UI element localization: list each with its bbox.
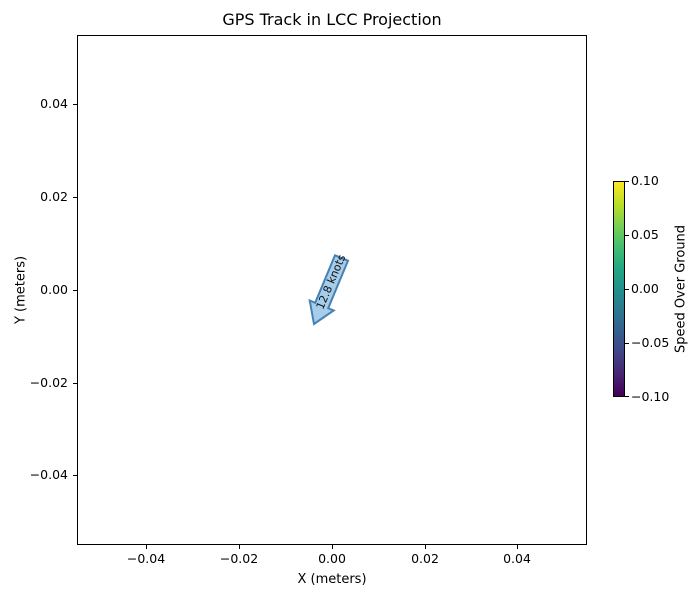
y-tick-label: −0.02 [29,375,68,390]
x-tick-mark [425,545,426,549]
x-tick-mark [146,545,147,549]
x-tick-label: −0.02 [219,551,259,566]
colorbar-tick-label: 0.10 [631,173,659,188]
y-tick-mark [73,475,77,476]
colorbar-tick-label: 0.05 [631,227,659,242]
y-tick-mark [73,104,77,105]
colorbar-tick-mark [625,396,629,397]
x-tick-mark [517,545,518,549]
colorbar-tick-label: −0.05 [631,335,670,350]
y-tick-mark [73,383,77,384]
x-tick-label: 0.00 [318,551,346,566]
y-tick-label: 0.04 [40,96,68,111]
colorbar-label: Speed Over Ground [673,224,689,354]
y-axis-label: Y (meters) [13,255,29,325]
colorbar-tick-mark [625,289,629,290]
chart-title: GPS Track in LCC Projection [222,10,442,29]
y-tick-label: −0.04 [29,467,68,482]
x-axis-label: X (meters) [297,572,367,587]
colorbar-tick-mark [625,235,629,236]
y-tick-label: 0.00 [40,282,68,297]
y-tick-mark [73,290,77,291]
x-tick-mark [239,545,240,549]
x-tick-label: −0.04 [126,551,166,566]
colorbar-tick-mark [625,343,629,344]
x-tick-mark [332,545,333,549]
colorbar-tick-mark [625,181,629,182]
y-tick-mark [73,197,77,198]
colorbar-tick-label: 0.00 [631,281,659,296]
x-tick-label: 0.04 [503,551,531,566]
x-tick-label: 0.02 [411,551,439,566]
colorbar-gradient [613,181,625,397]
colorbar-tick-label: −0.10 [631,389,670,404]
y-tick-label: 0.02 [40,189,68,204]
